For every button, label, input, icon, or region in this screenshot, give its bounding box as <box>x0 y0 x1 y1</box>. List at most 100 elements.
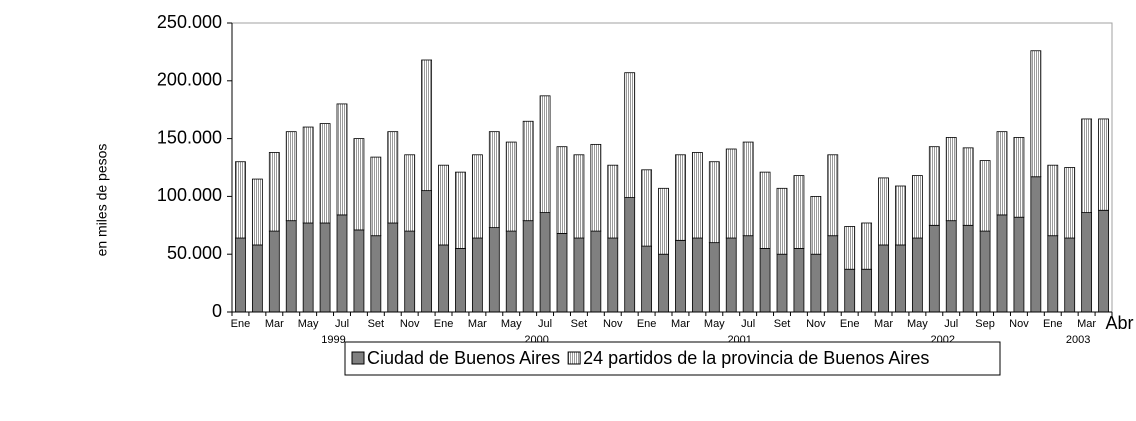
bar-segment <box>844 268 856 313</box>
bar-segment <box>928 146 940 226</box>
x-tick-label: Ene <box>1043 318 1063 330</box>
legend-box <box>344 341 1001 376</box>
bar-segment <box>404 154 416 232</box>
bar-segment <box>607 164 619 239</box>
bar-segment <box>776 253 788 313</box>
x-tick-label: Sep <box>975 318 995 330</box>
year-label: 1999 <box>321 334 345 346</box>
bar-segment <box>573 237 585 313</box>
x-tick-label: Ene <box>231 318 251 330</box>
x-tick-label: Jul <box>741 318 755 330</box>
bar-segment <box>522 220 534 313</box>
bar-segment <box>285 220 297 313</box>
bar-segment <box>928 224 940 313</box>
bar-segment <box>539 95 551 213</box>
legend-label: Ciudad de Buenos Aires <box>367 348 560 368</box>
bar-segment <box>861 222 873 270</box>
bar-segment <box>1030 50 1042 178</box>
bar-segment <box>675 239 686 313</box>
bar-segment <box>522 120 534 222</box>
bar-segment <box>268 230 280 313</box>
bar-segment <box>844 226 856 270</box>
bar-segment <box>285 131 297 222</box>
bar-segment <box>1047 235 1059 313</box>
bar-segment <box>827 154 839 237</box>
bar-segment <box>1013 216 1025 313</box>
bar-segment <box>1030 176 1042 313</box>
bar-segment <box>607 237 619 313</box>
bar-segment <box>319 123 331 224</box>
bar-segment <box>235 161 246 239</box>
bar-segment <box>742 141 754 237</box>
bar-segment <box>945 220 957 313</box>
bar-segment <box>708 161 720 244</box>
bar-segment <box>878 244 889 313</box>
bar-segment <box>1081 212 1093 313</box>
x-tick-label: Ene <box>434 318 454 330</box>
bar-segment <box>319 222 331 313</box>
bar-segment <box>539 212 551 313</box>
x-tick-label: Jul <box>944 318 958 330</box>
bar-segment <box>691 152 703 239</box>
x-tick-label: Ene <box>637 318 657 330</box>
bar-segment <box>1047 164 1059 237</box>
x-tick-label: Jul <box>335 318 349 330</box>
x-tick-label: Ene <box>840 318 860 330</box>
bar-segment <box>421 59 433 192</box>
bar-segment <box>624 197 636 313</box>
bar-segment <box>421 190 433 313</box>
bar-segment <box>387 131 399 224</box>
bar-segment <box>455 171 466 249</box>
bar-segment <box>370 235 382 313</box>
x-tick-label: May <box>704 318 725 330</box>
year-label: 2003 <box>1066 334 1090 346</box>
x-tick-label: May <box>298 318 319 330</box>
x-tick-label: Mar <box>671 318 690 330</box>
bar-segment <box>979 160 991 232</box>
bar-segment <box>996 214 1008 313</box>
bar-segment <box>1013 137 1025 218</box>
bar-segment <box>624 72 636 198</box>
bar-segment <box>911 237 923 313</box>
bar-segment <box>641 245 653 313</box>
bar-segment <box>1064 167 1076 239</box>
x-tick-label: Mar <box>468 318 487 330</box>
bar-segment <box>488 131 500 229</box>
bar-segment <box>302 222 314 313</box>
bar-segment <box>895 244 906 313</box>
bar-segment <box>827 235 839 313</box>
x-tick-label: Nov <box>1009 318 1029 330</box>
y-tick-label: 200.000 <box>157 70 222 90</box>
bar-segment <box>996 131 1008 216</box>
bar-segment <box>251 178 263 246</box>
bar-segment <box>793 248 805 313</box>
bar-segment <box>505 141 517 232</box>
bar-segment <box>1098 118 1109 211</box>
x-tick-label: Mar <box>1077 318 1096 330</box>
bar-segment <box>962 147 974 226</box>
x-tick-label: Set <box>774 318 791 330</box>
legend-swatch <box>567 351 581 365</box>
legend-swatch <box>351 351 365 365</box>
bar-segment <box>268 152 280 232</box>
bar-segment <box>793 175 805 249</box>
bar-segment <box>1064 237 1076 313</box>
bar-segment <box>251 244 263 313</box>
bar-segment <box>488 227 500 313</box>
bar-segment <box>658 187 669 255</box>
bar-segment <box>556 146 568 234</box>
bar-segment <box>438 164 449 246</box>
bar-segment <box>1098 209 1109 313</box>
bar-segment <box>911 175 923 239</box>
bar-segment <box>945 137 957 222</box>
bar-segment <box>336 103 348 216</box>
bar-segment <box>895 185 906 246</box>
x-tick-label: May <box>501 318 522 330</box>
y-axis-label: en miles de pesos <box>94 144 110 257</box>
x-tick-label: Jul <box>538 318 552 330</box>
x-tick-label: Nov <box>400 318 420 330</box>
bar-segment <box>810 253 822 313</box>
bar-segment <box>878 177 889 246</box>
bar-segment <box>336 214 348 313</box>
